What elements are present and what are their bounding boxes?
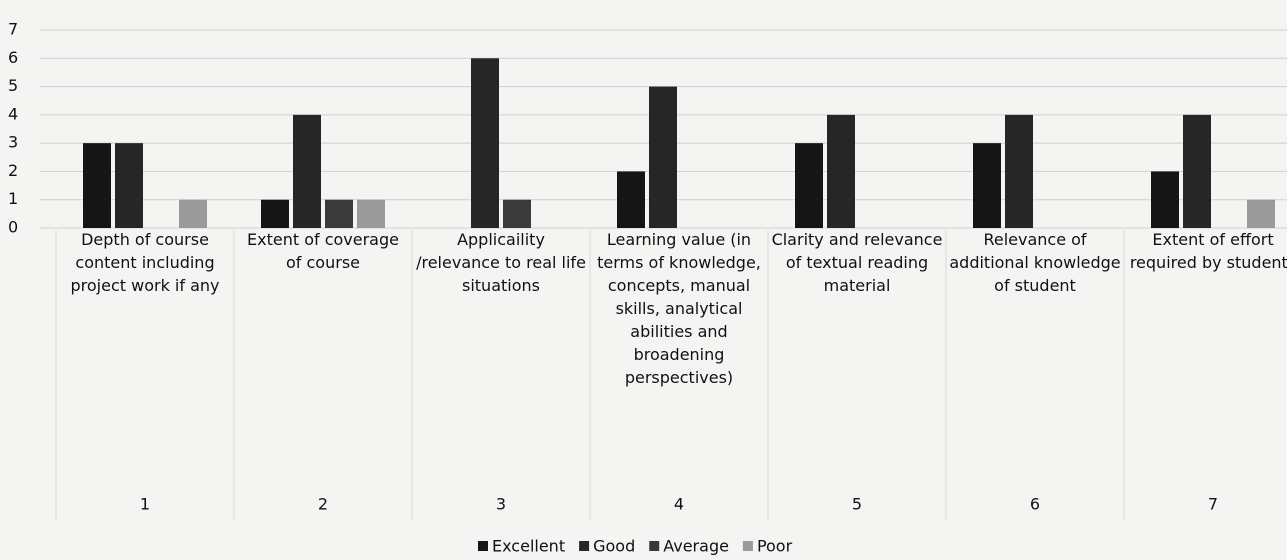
x-category-number: 1 (140, 495, 150, 514)
bar (617, 171, 645, 228)
bar (503, 199, 531, 228)
bar (1247, 199, 1275, 228)
x-category-label: Extent of effort required by students (1129, 230, 1287, 272)
bar (293, 114, 321, 228)
y-tick-label: 2 (8, 161, 18, 180)
x-category-number: 6 (1030, 495, 1040, 514)
bar (261, 199, 289, 228)
x-category-number: 4 (674, 495, 684, 514)
bar (795, 143, 823, 228)
x-category-number: 2 (318, 495, 328, 514)
y-tick-label: 1 (8, 189, 18, 208)
x-category-label: Learning value (in terms of knowledge, c… (597, 230, 761, 387)
legend-swatch (649, 541, 660, 551)
x-category-number: 7 (1208, 495, 1218, 514)
legend-label: Average (663, 537, 729, 556)
legend-label: Poor (757, 537, 793, 556)
bar (1151, 171, 1179, 228)
legend-label: Excellent (492, 537, 565, 556)
bar (973, 143, 1001, 228)
y-tick-label: 7 (8, 20, 18, 39)
legend-swatch (742, 541, 753, 551)
bar (1005, 114, 1033, 228)
bar (471, 58, 499, 229)
x-category-label: Relevance of additional knowledge of stu… (949, 230, 1121, 295)
y-tick-label: 4 (8, 104, 18, 123)
x-category-label: Clarity and relevance of textual reading… (771, 230, 943, 295)
y-tick-label: 6 (8, 48, 18, 67)
bar (83, 143, 111, 228)
bar (179, 199, 207, 228)
legend-swatch (579, 541, 590, 551)
x-category-label: Applicaility /relevance to real life sit… (416, 230, 586, 295)
x-category-number: 3 (496, 495, 506, 514)
y-tick-label: 3 (8, 133, 18, 152)
x-category-label: Extent of coverage of course (247, 230, 399, 272)
x-category-number: 5 (852, 495, 862, 514)
bar (325, 199, 353, 228)
y-tick-label: 5 (8, 76, 18, 95)
bar (827, 114, 855, 228)
bar (357, 199, 385, 228)
legend-label: Good (593, 537, 635, 556)
y-tick-label: 0 (8, 218, 18, 237)
bar (649, 86, 677, 228)
bar (115, 143, 143, 228)
x-category-label: Depth of course content including projec… (70, 230, 220, 295)
legend-swatch (478, 541, 488, 551)
bar (1183, 114, 1211, 228)
